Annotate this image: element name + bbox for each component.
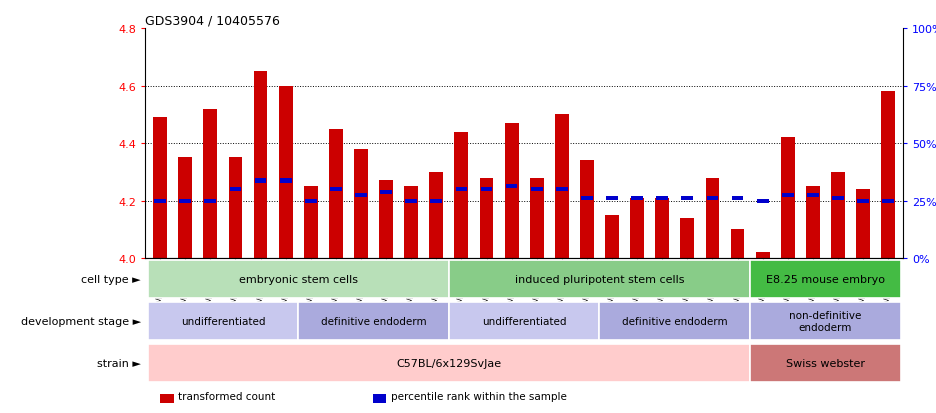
Text: Swiss webster: Swiss webster (786, 358, 865, 368)
Text: C57BL/6x129SvJae: C57BL/6x129SvJae (396, 358, 502, 368)
Bar (479, 178, 493, 259)
Bar (254, 72, 268, 259)
Text: undifferentiated: undifferentiated (482, 316, 566, 326)
Bar (160, 394, 174, 403)
Bar (680, 218, 695, 259)
Bar (431, 199, 442, 203)
Bar (203, 109, 217, 259)
Bar (355, 193, 367, 197)
Bar (750, 302, 900, 340)
Bar (329, 129, 343, 259)
Bar (556, 188, 568, 192)
Bar (857, 199, 869, 203)
Bar (180, 199, 191, 203)
Bar (148, 302, 299, 340)
Bar (279, 86, 293, 259)
Bar (757, 199, 768, 203)
Bar (732, 196, 743, 200)
Bar (832, 196, 844, 200)
Bar (449, 260, 750, 299)
Bar (580, 161, 593, 259)
Bar (656, 196, 668, 200)
Bar (305, 199, 316, 203)
Bar (782, 193, 794, 197)
Bar (148, 260, 449, 299)
Bar (630, 198, 644, 259)
Bar (555, 115, 569, 259)
Bar (405, 199, 417, 203)
Text: transformed count: transformed count (179, 392, 276, 401)
Bar (480, 188, 492, 192)
Text: undifferentiated: undifferentiated (181, 316, 265, 326)
Text: E8.25 mouse embryo: E8.25 mouse embryo (766, 275, 885, 285)
Bar (280, 179, 291, 183)
Text: induced pluripotent stem cells: induced pluripotent stem cells (515, 275, 684, 285)
Bar (681, 196, 694, 200)
Text: strain ►: strain ► (97, 358, 141, 368)
Text: non-definitive
endoderm: non-definitive endoderm (789, 311, 862, 332)
Bar (449, 302, 599, 340)
Bar (750, 260, 900, 299)
Bar (299, 302, 449, 340)
Bar (731, 230, 744, 259)
Bar (380, 190, 392, 195)
Bar (530, 178, 544, 259)
Bar (883, 199, 894, 203)
Bar (505, 123, 519, 259)
Bar (373, 394, 387, 403)
Bar (304, 187, 317, 259)
Bar (455, 132, 468, 259)
Text: definitive endoderm: definitive endoderm (622, 316, 727, 326)
Bar (154, 199, 166, 203)
Bar (781, 138, 795, 259)
Bar (856, 190, 870, 259)
Bar (706, 178, 720, 259)
Bar (631, 196, 643, 200)
Bar (707, 196, 718, 200)
Bar (204, 199, 216, 203)
Bar (655, 198, 669, 259)
Bar (605, 216, 619, 259)
Bar (505, 185, 518, 189)
Bar (229, 188, 241, 192)
Bar (531, 188, 543, 192)
Text: GDS3904 / 10405576: GDS3904 / 10405576 (145, 15, 280, 28)
Bar (354, 150, 368, 259)
Bar (831, 173, 845, 259)
Text: embryonic stem cells: embryonic stem cells (239, 275, 358, 285)
Bar (379, 181, 393, 259)
Bar (228, 158, 242, 259)
Bar (430, 173, 444, 259)
Bar (806, 187, 820, 259)
Bar (581, 196, 592, 200)
Text: development stage ►: development stage ► (21, 316, 141, 326)
Bar (807, 193, 819, 197)
Bar (607, 196, 618, 200)
Bar (404, 187, 418, 259)
Bar (456, 188, 467, 192)
Bar (330, 188, 342, 192)
Bar (154, 118, 167, 259)
Bar (255, 179, 267, 183)
Bar (750, 344, 900, 382)
Bar (148, 344, 750, 382)
Bar (599, 302, 750, 340)
Bar (882, 92, 895, 259)
Text: percentile rank within the sample: percentile rank within the sample (390, 392, 566, 401)
Bar (179, 158, 192, 259)
Text: definitive endoderm: definitive endoderm (321, 316, 426, 326)
Bar (755, 253, 769, 259)
Text: cell type ►: cell type ► (81, 275, 141, 285)
